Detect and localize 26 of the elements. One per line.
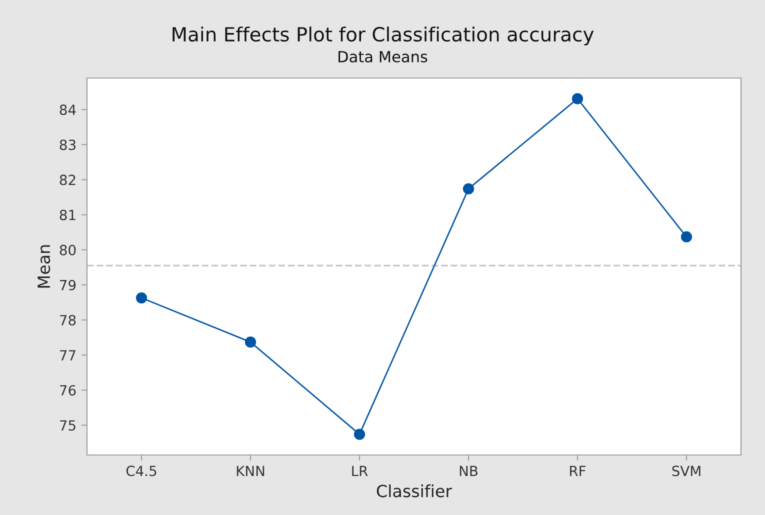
- x-tick-label: SVM: [672, 466, 700, 476]
- chart-subtitle: Data Means: [338, 51, 428, 62]
- x-tick-label: RF: [570, 466, 586, 476]
- point: [136, 292, 148, 304]
- y-tick-label: 82: [60, 174, 76, 186]
- y-tick-label: 78: [60, 314, 76, 326]
- y-tick-label: 84: [60, 104, 76, 116]
- point: [244, 336, 256, 348]
- y-tick-label: 77: [60, 350, 76, 360]
- y-tick-label: 83: [60, 140, 76, 150]
- y-axis-title: Mean: [38, 245, 50, 288]
- point: [354, 428, 366, 440]
- y-tick-label: 80: [60, 244, 76, 256]
- point: [572, 93, 584, 104]
- y-tick-label: 76: [60, 385, 76, 396]
- x-tick-label: LR: [352, 466, 368, 476]
- chart-title: Main Effects Plot for Classification accuracy: [172, 26, 594, 46]
- y-tick-label: 81: [60, 210, 76, 220]
- y-tick-label: 79: [60, 280, 76, 290]
- y-tick-label: 75: [60, 420, 76, 431]
- point: [462, 183, 474, 194]
- point: [680, 231, 692, 242]
- x-tick-label: C4.5: [126, 466, 156, 476]
- x-tick-label: KNN: [236, 466, 264, 476]
- x-axis-title: Classifier: [376, 484, 452, 498]
- x-tick-label: NB: [460, 466, 478, 476]
